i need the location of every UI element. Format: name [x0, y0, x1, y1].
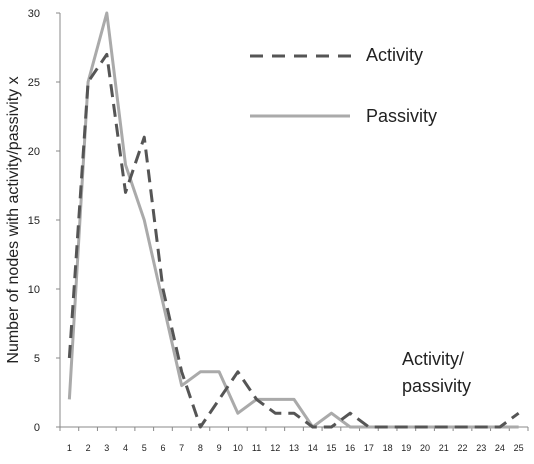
y-tick-label: 10	[28, 284, 40, 296]
x-tick-label: 24	[495, 443, 505, 453]
x-tick-label: 7	[179, 443, 184, 453]
x-tick-label: 9	[217, 443, 222, 453]
x-tick-label: 2	[86, 443, 91, 453]
x-tick-label: 16	[345, 443, 355, 453]
y-tick-label: 30	[28, 8, 40, 20]
y-axis: 0 5 10 15 20 25 30	[28, 8, 61, 434]
annotation-line-1: Activity/	[402, 349, 464, 369]
annotation-line-2: passivity	[402, 376, 471, 396]
y-tick-label: 0	[34, 422, 40, 434]
x-tick-label: 14	[308, 443, 318, 453]
x-tick-label: 17	[364, 443, 374, 453]
x-tick-label: 21	[439, 443, 449, 453]
x-tick-label: 1	[67, 443, 72, 453]
y-tick-label: 25	[28, 77, 40, 89]
x-tick-label: 15	[326, 443, 336, 453]
x-tick-label: 19	[401, 443, 411, 453]
x-tick-label: 6	[160, 443, 165, 453]
x-tick-label: 18	[383, 443, 393, 453]
x-tick-label: 11	[252, 443, 261, 453]
x-tick-label: 8	[198, 443, 203, 453]
x-tick-label: 5	[142, 443, 147, 453]
annotation: Activity/ passivity	[402, 349, 471, 396]
x-tick-label: 22	[457, 443, 467, 453]
series-lines	[67, 11, 520, 429]
x-tick-label: 20	[420, 443, 430, 453]
y-tick-label: 20	[28, 146, 40, 158]
series-line-activity	[67, 52, 520, 429]
y-tick-label: 5	[34, 353, 40, 365]
x-axis: 1 2 3 4 5 6 7 8 9 10 11 12 13 14 15 16 17 18 19 20 21 22 23 24 2…	[59, 426, 529, 453]
y-tick-label: 15	[28, 215, 40, 227]
y-axis-title: Number of nodes with activity/passivity …	[5, 76, 22, 363]
x-tick-label: 12	[270, 443, 280, 453]
legend-label-activity: Activity	[366, 45, 423, 65]
x-tick-label: 4	[123, 443, 128, 453]
x-tick-label: 10	[233, 443, 243, 453]
x-tick-label: 25	[514, 443, 524, 453]
legend-label-passivity: Passivity	[366, 106, 437, 126]
x-tick-label: 23	[476, 443, 486, 453]
legend: Activity Passivity	[250, 45, 437, 126]
x-tick-label: 3	[104, 443, 109, 453]
x-tick-label: 13	[289, 443, 299, 453]
